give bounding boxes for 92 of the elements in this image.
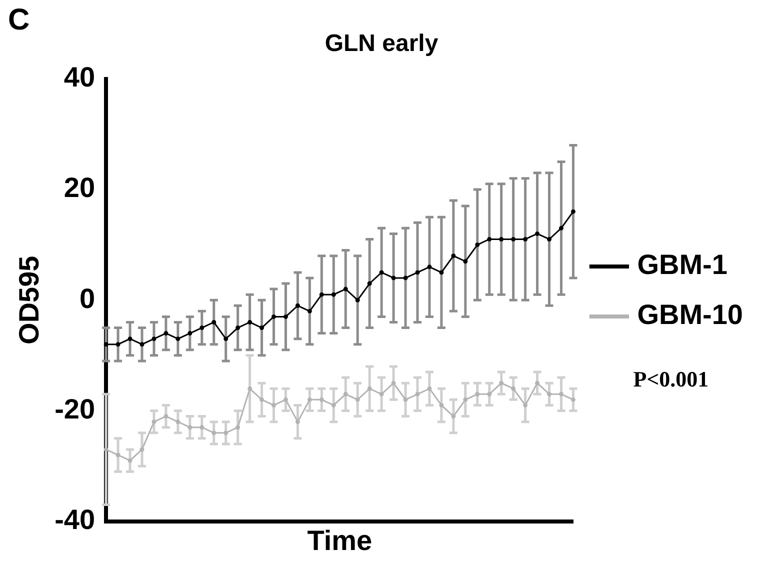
- point: [391, 276, 396, 280]
- point: [511, 386, 516, 391]
- y-tick-label: -20: [54, 393, 96, 424]
- point: [307, 397, 312, 402]
- point: [104, 342, 108, 347]
- point: [200, 326, 204, 330]
- text: C: [8, 3, 30, 36]
- legend-label: GBM-10: [637, 299, 744, 330]
- chart-title: GLN early: [324, 30, 439, 58]
- x-axis-title: Time: [307, 524, 372, 556]
- point: [427, 264, 432, 270]
- point: [248, 386, 252, 391]
- point: [511, 236, 516, 242]
- point: [535, 380, 540, 386]
- point: [355, 397, 360, 402]
- y-tick-label: 20: [64, 172, 96, 204]
- point: [272, 314, 276, 319]
- point: [487, 236, 492, 242]
- point: [307, 308, 312, 314]
- point: [248, 320, 252, 324]
- point: [499, 236, 504, 242]
- point: [367, 386, 372, 391]
- y-axis-title: OD595: [14, 256, 45, 344]
- point: [260, 397, 264, 402]
- point: [236, 326, 240, 330]
- point: [487, 392, 492, 396]
- point: [104, 447, 108, 452]
- point: [224, 430, 228, 436]
- point: [116, 452, 120, 458]
- point: [319, 397, 324, 402]
- y-tick-label: 0: [79, 282, 96, 314]
- point: [523, 236, 528, 242]
- point: [343, 392, 348, 396]
- point: [403, 276, 408, 280]
- point: [331, 292, 336, 297]
- point: [379, 270, 384, 275]
- point: [547, 236, 552, 242]
- point: [475, 242, 480, 248]
- point: [152, 420, 156, 424]
- point: [403, 397, 408, 402]
- text: P<0.001: [633, 366, 709, 392]
- legend-label: GBM-1: [637, 249, 728, 280]
- point: [523, 402, 528, 408]
- point: [128, 336, 132, 342]
- point: [475, 392, 480, 396]
- point: [212, 430, 216, 436]
- point: [116, 342, 120, 347]
- point: [140, 342, 144, 347]
- point: [427, 386, 432, 391]
- point: [140, 447, 144, 452]
- point: [570, 397, 576, 402]
- point: [236, 425, 240, 430]
- point: [535, 231, 540, 236]
- point: [128, 458, 132, 463]
- point: [558, 226, 564, 230]
- point: [200, 425, 204, 430]
- point: [295, 303, 300, 308]
- y-tick-label: 40: [64, 62, 96, 93]
- point: [451, 254, 456, 258]
- point: [451, 414, 456, 419]
- point: [176, 336, 180, 342]
- point: [439, 402, 444, 408]
- point: [355, 298, 360, 302]
- point: [499, 380, 504, 386]
- point: [439, 270, 444, 275]
- point: [176, 420, 180, 424]
- point: [164, 414, 168, 419]
- point: [331, 402, 336, 408]
- point: [260, 326, 264, 330]
- point: [272, 402, 276, 408]
- y-tick-label: -40: [54, 504, 96, 536]
- point: [415, 270, 420, 275]
- point: [188, 331, 192, 336]
- point: [152, 336, 156, 342]
- point: [558, 392, 564, 396]
- point: [391, 380, 396, 386]
- point: [319, 292, 324, 297]
- point: [212, 320, 216, 324]
- point: [343, 286, 348, 292]
- point: [415, 392, 420, 396]
- point: [570, 209, 576, 214]
- point: [164, 331, 168, 336]
- point: [463, 259, 468, 264]
- point: [463, 397, 468, 402]
- point: [283, 314, 288, 319]
- point: [224, 336, 228, 342]
- point: [379, 392, 384, 396]
- point: [283, 397, 288, 402]
- point: [295, 420, 300, 424]
- point: [547, 392, 552, 396]
- point: [188, 425, 192, 430]
- point: [367, 281, 372, 286]
